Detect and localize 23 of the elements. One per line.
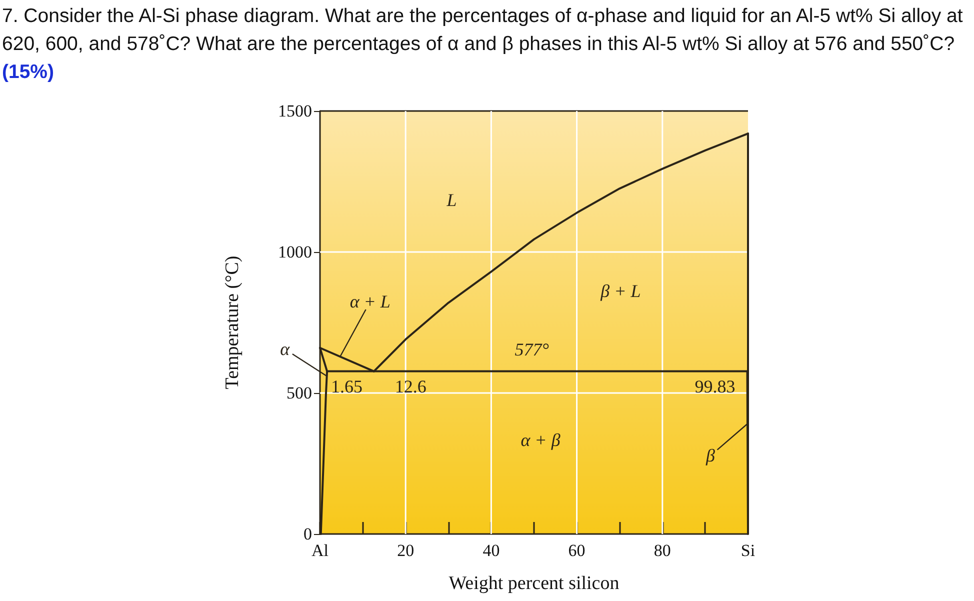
x-tick-label: 20 (397, 541, 414, 560)
annotation: β (705, 446, 715, 466)
annotation: 577° (514, 339, 549, 360)
x-tick-label: 60 (568, 541, 586, 560)
x-tick-label: 40 (482, 541, 500, 560)
annotation: 99.83 (694, 376, 736, 396)
x-tick-label: 80 (654, 541, 671, 560)
annotation: β + L (600, 281, 641, 301)
x-tick-label: Si (740, 541, 756, 560)
chart-title: 7. Consider the Al-Si phase diagram. What are the percentages of α-phase and liquid for an Al-5 wt% Si alloy at 620, 600, and 578˚C? What are the percentages of α and β phases in this Al-5 wt% Si alloy at 576 and 550˚C? (2, 5, 963, 55)
annotation: α + L (350, 292, 390, 312)
annotation: α + β (520, 430, 560, 450)
annotation: 1.65 (331, 376, 363, 396)
x-tick-label: Al (312, 541, 329, 560)
y-tick-label: 1500 (278, 102, 312, 120)
annotation: L (446, 190, 457, 210)
annotation: α (280, 339, 290, 360)
y-tick-label: 0 (304, 524, 312, 544)
x-axis-title: Weight percent silicon (448, 573, 620, 594)
y-tick-label: 500 (286, 384, 312, 402)
y-axis-title: Temperature (°C) (222, 256, 243, 390)
y-tick-label: 1000 (278, 242, 312, 262)
text: (15%) (2, 61, 54, 83)
